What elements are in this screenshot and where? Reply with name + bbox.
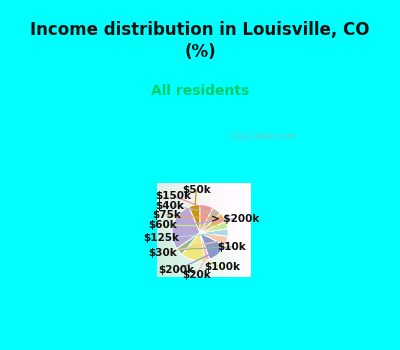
Wedge shape [172,207,200,249]
Text: $30k: $30k [148,248,177,258]
Wedge shape [200,233,225,259]
Wedge shape [200,205,213,233]
Wedge shape [189,205,200,233]
Text: $50k: $50k [182,184,211,195]
Wedge shape [200,214,226,233]
Text: $125k: $125k [144,233,180,243]
Text: $150k: $150k [156,191,192,201]
Text: $10k: $10k [218,242,246,252]
Text: $60k: $60k [148,220,177,230]
Wedge shape [200,233,228,245]
Text: $100k: $100k [204,262,240,272]
Text: $200k: $200k [158,265,194,275]
Wedge shape [177,233,200,254]
Text: $20k: $20k [182,270,211,280]
Text: $40k: $40k [156,201,184,211]
Text: > $200k: > $200k [210,214,259,224]
Wedge shape [200,233,210,260]
Text: Income distribution in Louisville, CO
(%): Income distribution in Louisville, CO (%… [30,21,370,61]
Wedge shape [182,233,205,261]
Text: All residents: All residents [151,84,249,98]
Text: City-Data.com: City-Data.com [226,132,296,141]
Wedge shape [200,229,228,236]
Wedge shape [200,208,220,233]
Wedge shape [200,222,228,233]
Text: $75k: $75k [152,210,181,220]
